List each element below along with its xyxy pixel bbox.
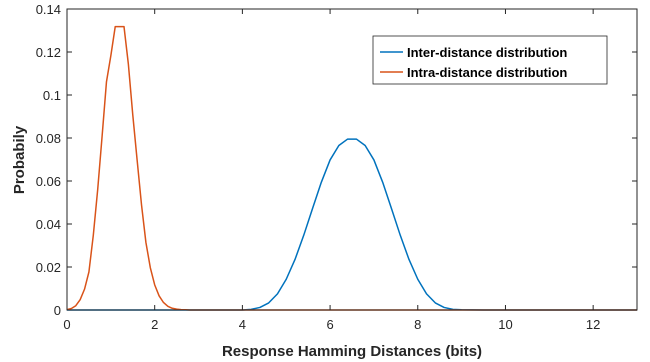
x-tick-label: 2 [151,317,158,332]
y-tick-label: 0.12 [36,45,61,60]
y-tick-label: 0.02 [36,260,61,275]
x-tick-label: 10 [498,317,512,332]
y-tick-label: 0.1 [43,88,61,103]
x-tick-label: 12 [586,317,600,332]
x-tick-label: 4 [239,317,246,332]
plot-area-frame [66,8,638,311]
y-axis-label: Probabily [11,125,28,194]
x-tick-label: 8 [414,317,421,332]
x-tick-label: 0 [63,317,70,332]
legend-label-intra: Intra-distance distribution [407,65,567,80]
y-tick-label: 0.06 [36,174,61,189]
legend: Inter-distance distribution Intra-distan… [372,35,608,85]
y-tick-label: 0 [54,303,61,318]
y-tick-label: 0.14 [36,2,61,17]
y-tick-label: 0.08 [36,131,61,146]
legend-label-inter: Inter-distance distribution [407,45,567,60]
y-tick-label: 0.04 [36,217,61,232]
ticks-layer: 0 2 4 6 8 10 12 0 0.02 0.04 0.06 0.08 0.1 0.12 0.14 [36,2,637,332]
x-axis-label: Response Hamming Distances (bits) [222,343,482,360]
legend-box [372,35,608,85]
x-tick-label: 6 [326,317,333,332]
